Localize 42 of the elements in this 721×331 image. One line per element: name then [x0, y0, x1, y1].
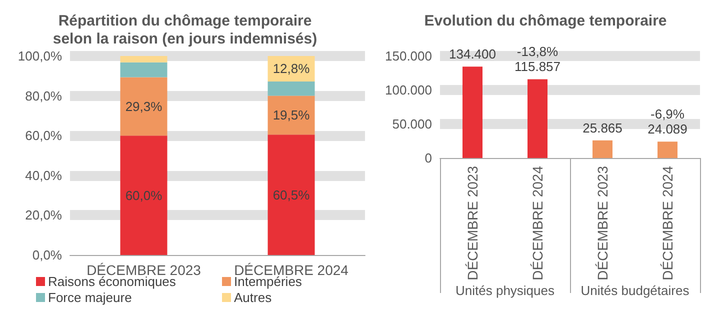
- bar: [120, 77, 168, 136]
- x-tick-label: DÉCEMBRE 2024: [660, 166, 676, 280]
- bar: [658, 142, 678, 158]
- legend-label: Intempéries: [234, 274, 302, 289]
- bar: [120, 136, 168, 255]
- chart-title: Répartition du chômage temporaire selon la raison (en jours indemnisés): [52, 12, 318, 48]
- y-tick-label: 80,0%: [25, 88, 62, 104]
- data-label: 25.865: [582, 120, 622, 136]
- y-tick-label: 150.000: [385, 48, 432, 64]
- bar: [528, 79, 548, 158]
- y-tick-label: 60,0%: [25, 128, 62, 144]
- data-label: 134.400: [449, 46, 496, 62]
- data-label: -13,8% 115.857: [514, 44, 561, 74]
- chart-title: Evolution du chômage temporaire: [424, 12, 667, 30]
- x-tick-label: DÉCEMBRE 2023: [464, 166, 480, 280]
- data-label: 60,5%: [272, 187, 310, 202]
- y-tick-label: 40,0%: [25, 168, 62, 183]
- data-label: 19,5%: [272, 108, 310, 123]
- y-tick-label: 100.000: [385, 82, 432, 98]
- bar: [120, 62, 168, 78]
- data-label: 12,8%: [272, 61, 310, 76]
- y-tick-label: 50.000: [392, 116, 432, 132]
- y-tick-label: 0,0%: [32, 248, 62, 262]
- bar: [268, 81, 315, 96]
- bar: [268, 134, 315, 255]
- text: Unités budgétaires: [580, 283, 690, 298]
- bar: [462, 66, 482, 158]
- bar: [268, 96, 315, 135]
- x-tick-label: DÉCEMBRE 2024: [530, 166, 546, 280]
- legend-label: Force majeure: [48, 290, 132, 305]
- bar: [592, 140, 612, 158]
- bar: [120, 56, 168, 62]
- legend-label: Autres: [234, 290, 272, 305]
- y-tick-label: 100,0%: [18, 48, 62, 64]
- x-tick-label: DÉCEMBRE 2023: [594, 166, 610, 280]
- y-tick-label: 20,0%: [25, 208, 62, 223]
- legend-label: Raisons économiques: [48, 274, 176, 289]
- data-label: 60,0%: [125, 188, 163, 203]
- data-label: 29,3%: [125, 98, 163, 114]
- text: Unités physiques: [456, 283, 555, 298]
- data-label: -6,9% 24.089: [648, 106, 688, 137]
- y-tick-label: 0: [424, 150, 432, 166]
